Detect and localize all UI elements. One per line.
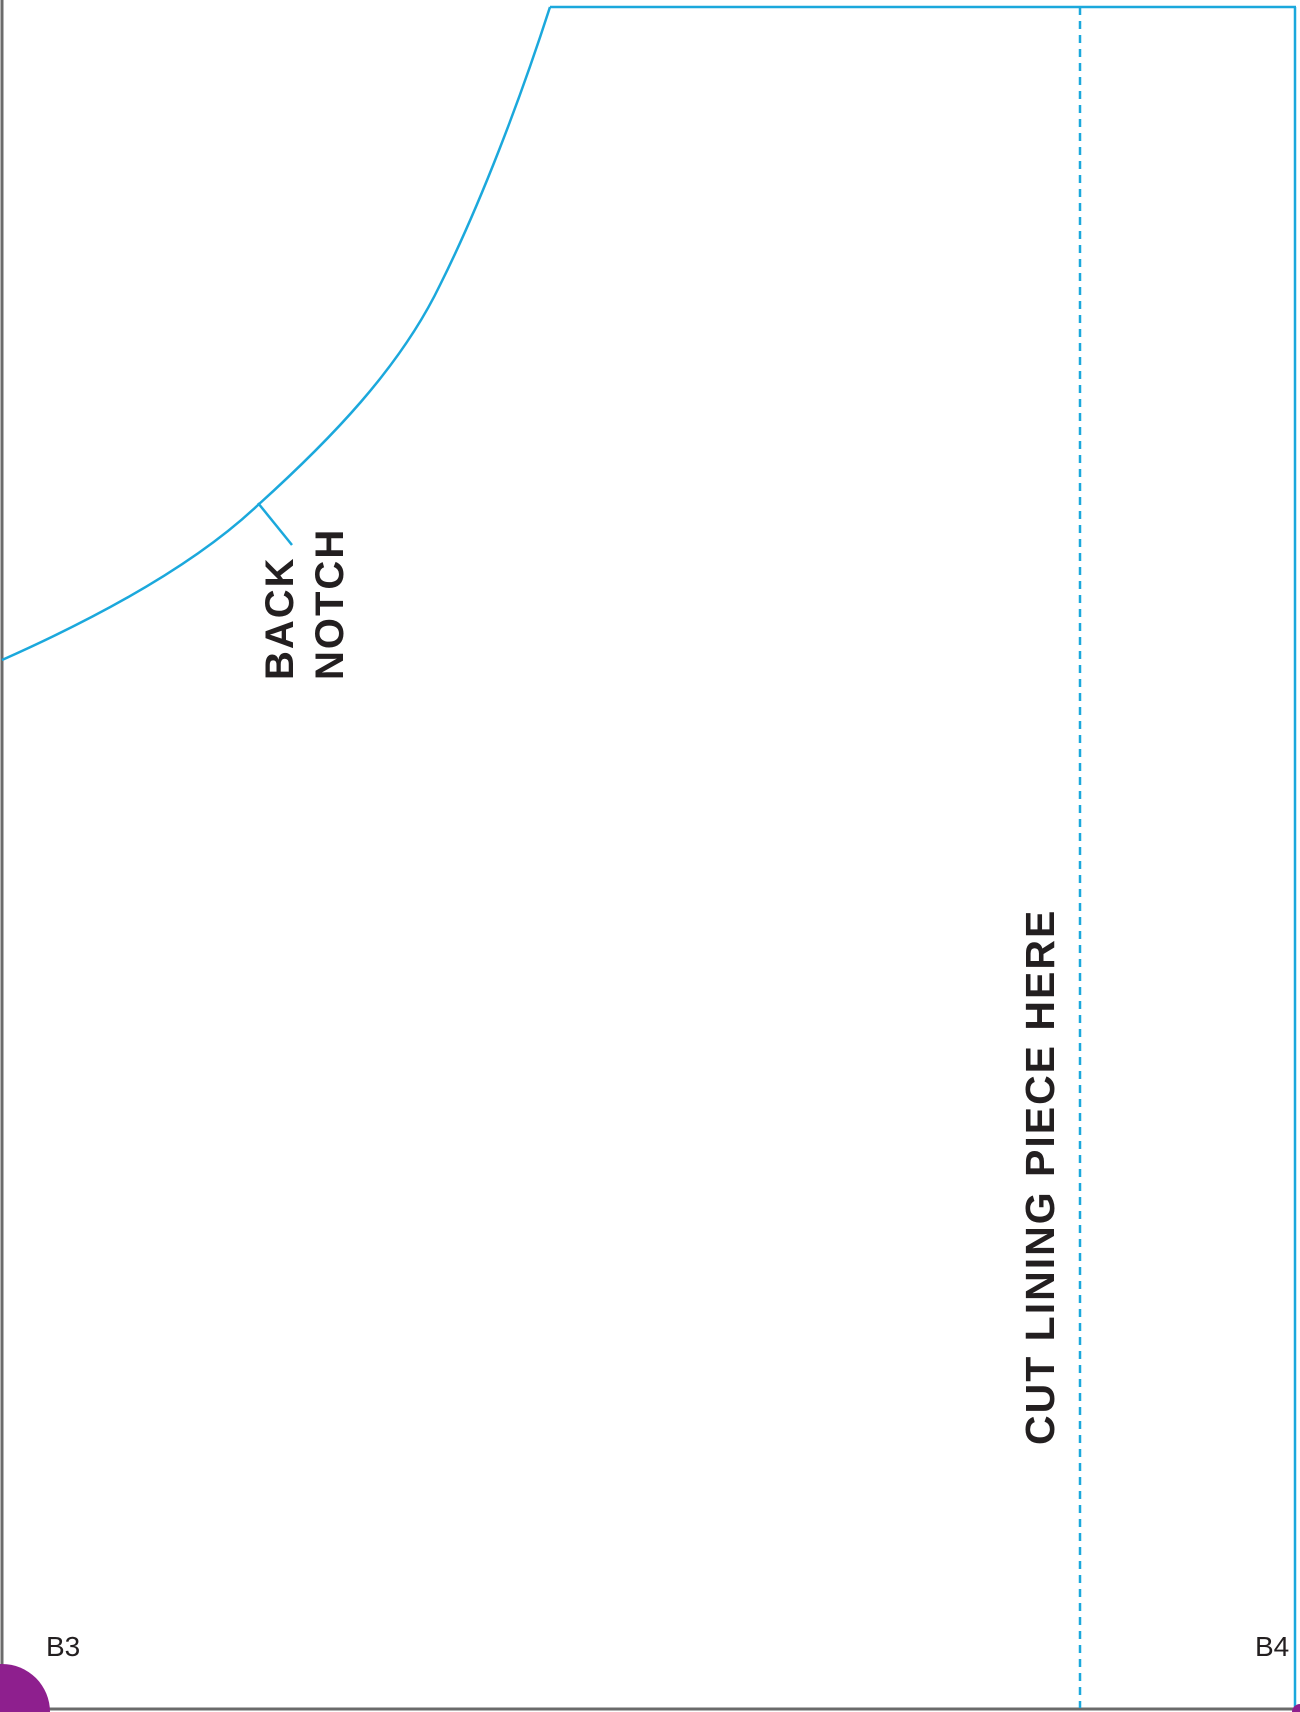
pattern-curve-line — [1, 6, 552, 662]
cut-lining-label: CUT LINING PIECE HERE — [1017, 908, 1063, 1445]
back-notch-label-line2: NOTCH — [308, 527, 352, 680]
corner-marker-left — [0, 1664, 50, 1712]
page-label-b3: B3 — [46, 1631, 81, 1662]
back-notch-mark — [257, 502, 293, 546]
back-notch-label-line1: BACK — [258, 556, 302, 680]
corner-marker-right — [1292, 1704, 1300, 1712]
page-label-b4: B4 — [1255, 1631, 1290, 1662]
back-notch-label: BACK NOTCH — [255, 528, 355, 680]
